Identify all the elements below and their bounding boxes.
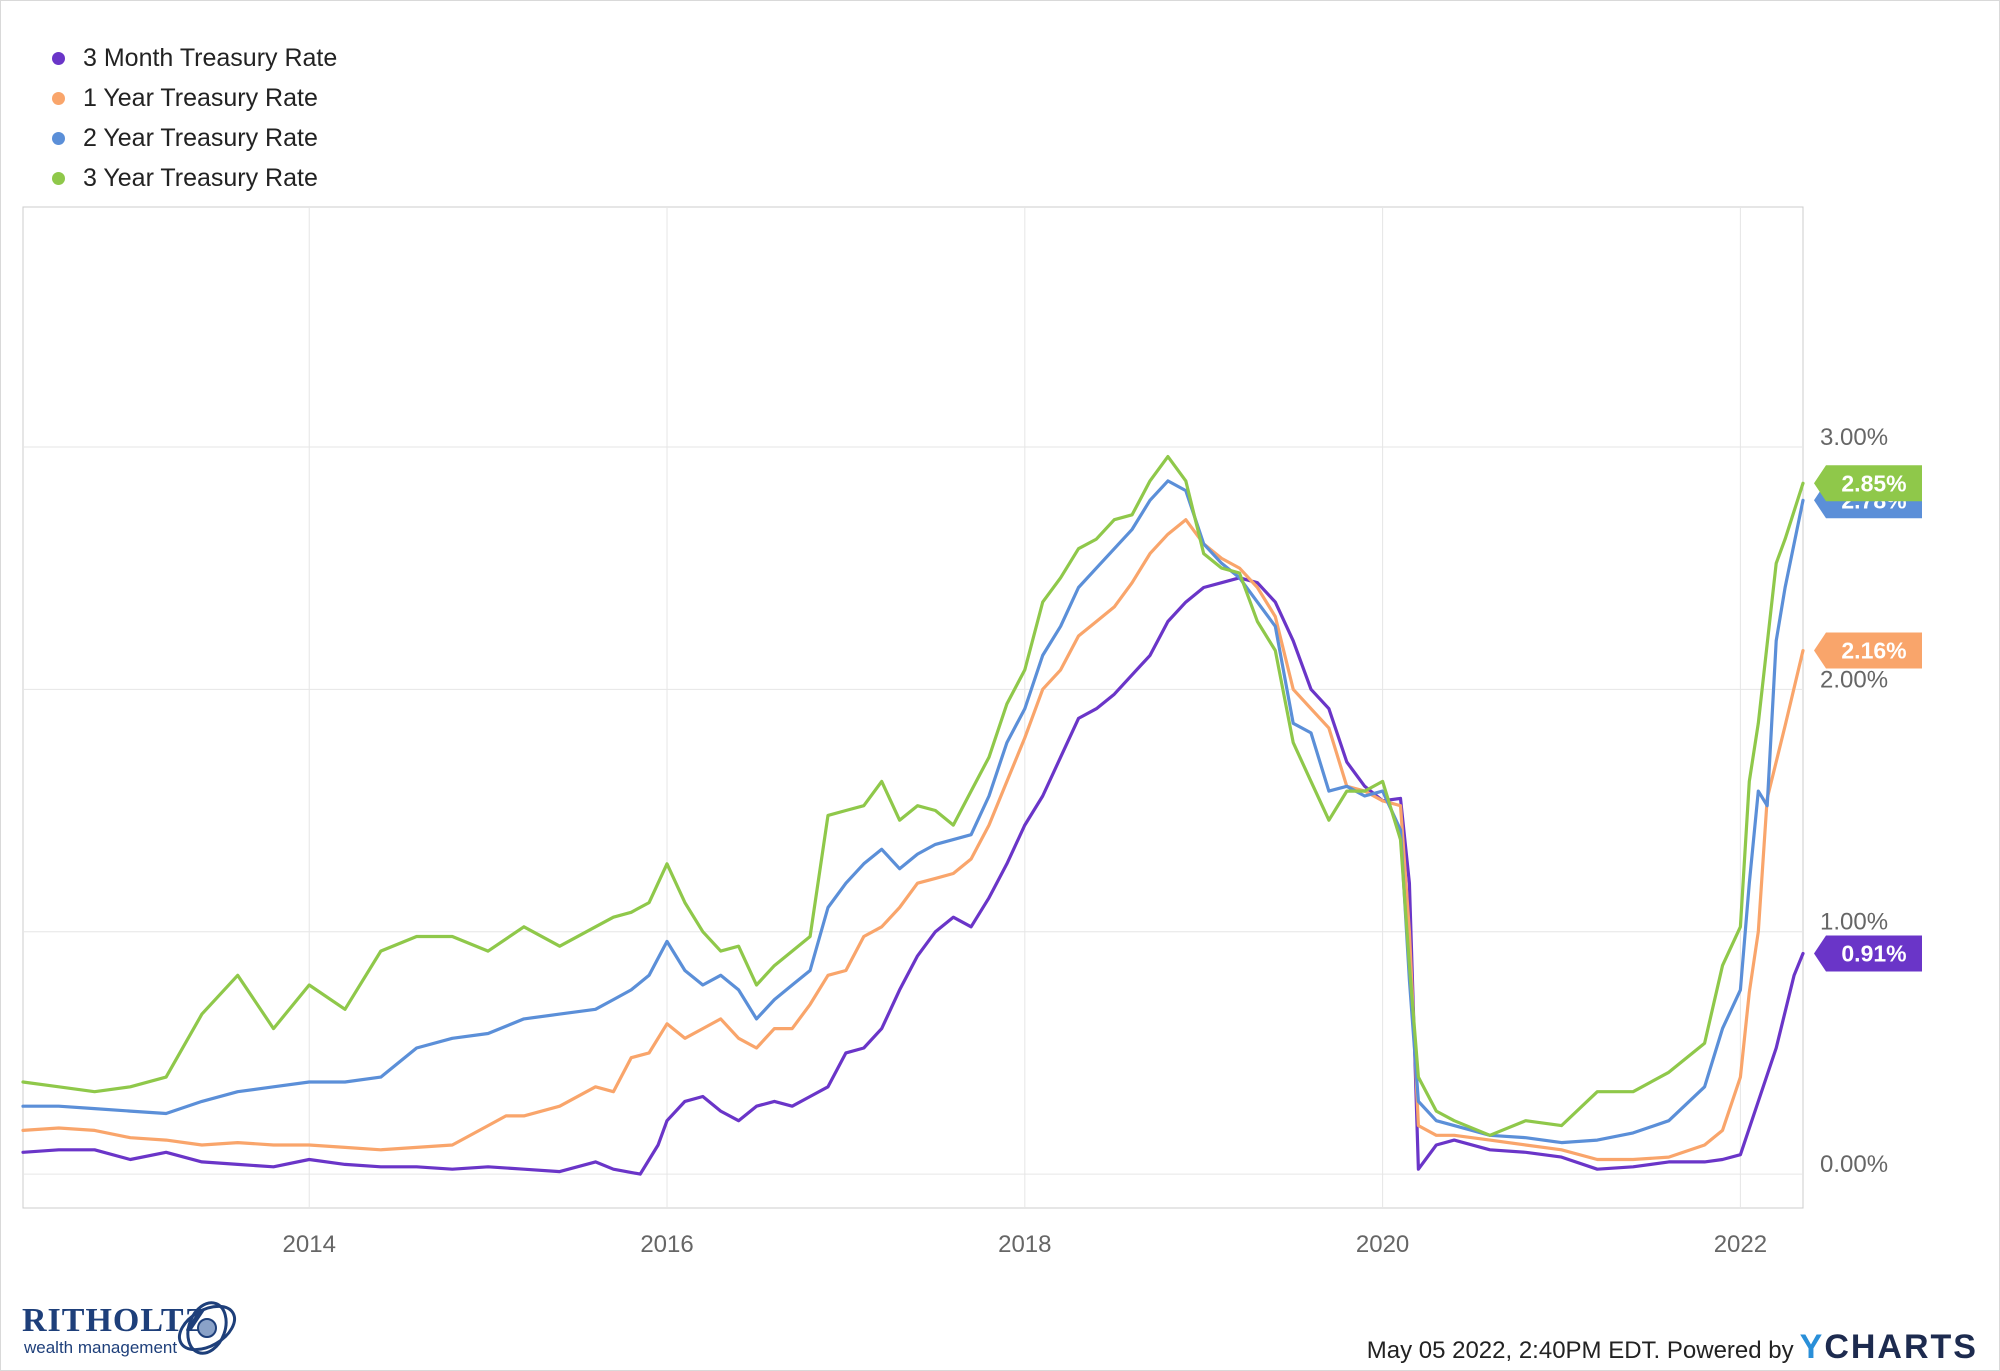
legend-item-3-month[interactable]: 3 Month Treasury Rate [52,38,337,78]
chart-attribution: May 05 2022, 2:40PM EDT. Powered by YCHA… [1367,1328,1978,1367]
x-tick-label: 2014 [283,1231,336,1258]
plot-area-border [22,206,1804,1209]
series-lines [21,455,1805,1176]
legend: 3 Month Treasury Rate 1 Year Treasury Ra… [52,38,337,198]
x-tick-label: 2016 [640,1231,693,1258]
y-tick-label: 1.00% [1820,909,1888,936]
date-text: May 05 2022, 2:40PM EDT. [1366,1337,1661,1364]
end-label-tag [1814,632,1922,669]
brand-rest: CHARTS [1824,1328,1978,1366]
series-line-0 [21,576,1805,1176]
series-line-1 [21,518,1805,1162]
brand-y: Y [1799,1328,1825,1366]
x-tick-label: 2020 [1356,1231,1409,1258]
legend-dot-icon [52,171,65,185]
end-label-tag [1814,465,1922,502]
series-line-3 [21,455,1805,1137]
end-value-labels: 0.91%2.16%2.78%2.85% [1814,465,1922,972]
legend-dot-icon [52,91,65,105]
powered-by-text: Powered by [1666,1337,1794,1364]
logo-name: RITHOLTZ [22,1302,209,1339]
legend-label: 1 Year Treasury Rate [83,83,318,112]
end-label-0: 0.91% [1814,935,1922,972]
end-label-text: 2.85% [1841,470,1906,496]
legend-item-3-year[interactable]: 3 Year Treasury Rate [52,158,337,198]
legend-label: 2 Year Treasury Rate [83,123,318,152]
legend-dot-icon [52,131,65,145]
legend-label: 3 Month Treasury Rate [83,43,338,72]
legend-item-2-year[interactable]: 2 Year Treasury Rate [52,118,337,158]
end-label-text: 0.91% [1841,941,1906,967]
end-label-text: 2.16% [1841,638,1906,664]
y-tick-label: 2.00% [1820,666,1888,693]
end-label-3: 2.85% [1814,465,1922,502]
ycharts-logo[interactable]: YCHARTS [1800,1328,1978,1367]
series-line-2 [21,479,1805,1145]
legend-dot-icon [52,51,65,65]
grid-lines [22,206,1804,1209]
end-label-tag [1814,935,1922,972]
end-label-1: 2.16% [1814,632,1922,669]
legend-item-1-year[interactable]: 1 Year Treasury Rate [52,78,337,118]
y-tick-label: 3.00% [1820,424,1888,451]
logo-subtitle: wealth management [24,1338,178,1357]
axes: 2014 2016 2018 2020 2022 0.00% 1.00% 2.00% 3.00% [283,424,1889,1258]
legend-label: 3 Year Treasury Rate [83,163,318,192]
y-tick-label: 0.00% [1820,1151,1888,1178]
ritholtz-emblem-icon [178,1301,236,1355]
x-tick-label: 2022 [1714,1231,1767,1258]
ritholtz-logo: RITHOLTZ wealth management [22,1300,252,1360]
timestamp-text: May 05 2022, 2:40PM EDT. Powered by [1367,1337,1794,1365]
x-tick-label: 2018 [998,1231,1051,1258]
